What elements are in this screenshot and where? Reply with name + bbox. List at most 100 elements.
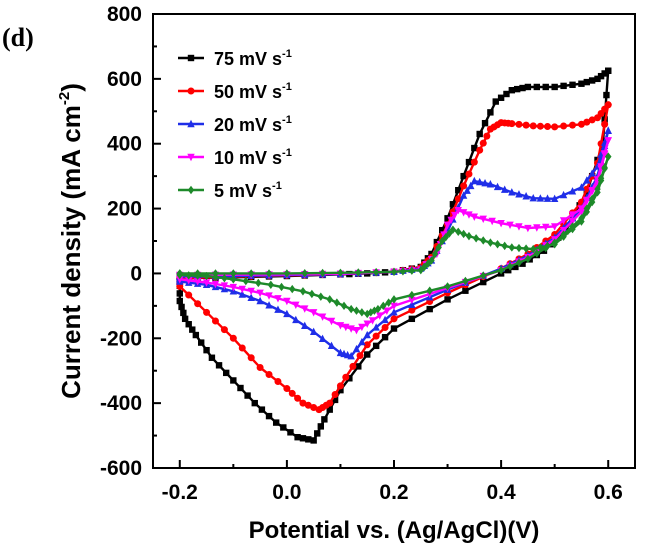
data-point: [583, 204, 590, 213]
data-point: [287, 429, 294, 436]
data-point: [283, 309, 291, 318]
data-point: [550, 194, 559, 203]
data-point: [318, 334, 327, 343]
legend-item: 20 mV s-1: [178, 114, 292, 135]
data-point: [203, 308, 211, 316]
data-point: [203, 271, 210, 281]
data-point: [283, 385, 291, 393]
data-point: [465, 170, 473, 178]
data-point: [544, 241, 551, 251]
data-point: [544, 123, 552, 131]
data-point: [500, 185, 509, 193]
y-tick-label: 0: [130, 262, 142, 285]
data-point: [470, 176, 479, 185]
data-point: [399, 267, 407, 276]
data-point: [327, 341, 336, 350]
data-point: [326, 406, 333, 413]
data-point: [390, 315, 398, 323]
y-axis-label: Current density (mA cm-2): [56, 83, 86, 399]
data-point: [463, 186, 471, 194]
data-point: [353, 306, 360, 315]
data-point: [483, 132, 491, 140]
data-point: [380, 301, 387, 311]
legend-label: 50 mV s-1: [214, 81, 292, 102]
data-point: [185, 271, 192, 280]
data-point: [349, 362, 357, 370]
data-point: [358, 308, 366, 317]
data-point: [221, 273, 228, 283]
data-point: [603, 91, 610, 99]
data-point: [551, 83, 558, 91]
data-point: [198, 339, 205, 346]
data-point: [428, 256, 435, 265]
data-point: [352, 326, 361, 335]
data-point: [568, 211, 577, 219]
data-point: [336, 348, 345, 357]
data-point: [408, 290, 416, 300]
data-point: [309, 327, 318, 335]
data-point: [600, 150, 609, 158]
data-point: [506, 262, 514, 271]
data-point: [230, 275, 237, 284]
data-point: [594, 75, 601, 83]
data-point: [333, 298, 341, 307]
data-point: [604, 101, 612, 109]
data-point: [292, 301, 300, 309]
data-point: [577, 183, 586, 191]
data-point: [455, 186, 462, 194]
data-point: [189, 326, 196, 333]
data-point: [487, 109, 494, 116]
data-point: [185, 277, 193, 285]
data-point: [238, 285, 246, 294]
data-point: [481, 119, 489, 127]
data-point: [304, 401, 312, 409]
plot-lines: [176, 67, 612, 444]
data-point: [215, 362, 223, 369]
data-point: [540, 247, 548, 254]
data-point: [503, 90, 510, 98]
data-point: [347, 304, 355, 314]
data-point: [342, 373, 350, 381]
data-point: [583, 118, 591, 126]
data-point: [442, 233, 449, 242]
data-point: [193, 278, 202, 286]
data-point: [480, 236, 487, 245]
data-point: [515, 190, 523, 198]
data-point: [508, 188, 516, 196]
data-point: [247, 293, 255, 301]
data-point: [408, 315, 416, 323]
data-point: [301, 305, 309, 313]
series-5: [176, 152, 612, 319]
data-point: [408, 306, 416, 314]
y-tick-label: 400: [107, 133, 142, 156]
data-point: [372, 323, 380, 331]
data-point: [267, 280, 275, 289]
data-point: [278, 282, 285, 292]
data-point: [212, 272, 219, 282]
data-point: [472, 234, 480, 243]
data-point: [467, 181, 475, 190]
y-axis-ticks: -600 -400 -200 0 200 400 600 800: [100, 3, 161, 480]
data-point: [381, 334, 389, 341]
data-point: [459, 191, 468, 199]
data-point: [583, 78, 590, 86]
legend-marker: [187, 54, 195, 62]
data-point: [244, 392, 251, 399]
data-point: [551, 123, 559, 131]
data-point: [476, 130, 483, 138]
data-point: [533, 83, 541, 91]
legend-label: 75 mV s-1: [214, 48, 292, 69]
data-point: [180, 309, 187, 317]
data-point: [319, 268, 326, 278]
data-point: [372, 267, 380, 277]
data-point: [355, 363, 362, 370]
data-point: [376, 312, 384, 320]
data-point: [578, 214, 585, 223]
data-point: [352, 344, 361, 353]
data-point: [454, 195, 462, 203]
data-point: [292, 315, 300, 324]
legend-marker: [187, 87, 195, 95]
data-point: [381, 323, 389, 331]
data-point: [390, 267, 398, 277]
